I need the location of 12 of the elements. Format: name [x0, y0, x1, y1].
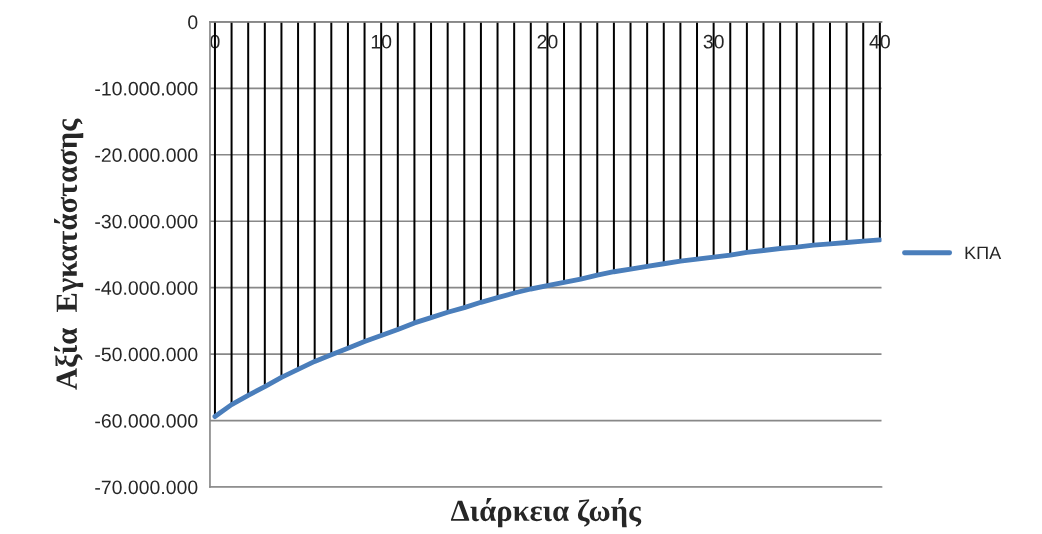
y-tick-label: -50.000.000 — [95, 347, 198, 362]
y-tick-label: -30.000.000 — [95, 214, 198, 229]
y-tick-label: -60.000.000 — [95, 414, 198, 428]
y-tick-label: -40.000.000 — [95, 281, 198, 295]
line-series — [212, 237, 882, 420]
y-tick-label: 0 — [188, 15, 198, 30]
y-tick-label: -70.000.000 — [95, 480, 198, 495]
y-axis-title: Αξία Εγκατάστασης — [54, 118, 84, 390]
y-tick-label: -20.000.000 — [95, 148, 198, 163]
legend-label: ΚΠΑ — [965, 246, 1002, 260]
x-axis-title: Διάρκεια ζωής — [450, 498, 642, 528]
y-tick-label: -10.000.000 — [95, 81, 198, 96]
